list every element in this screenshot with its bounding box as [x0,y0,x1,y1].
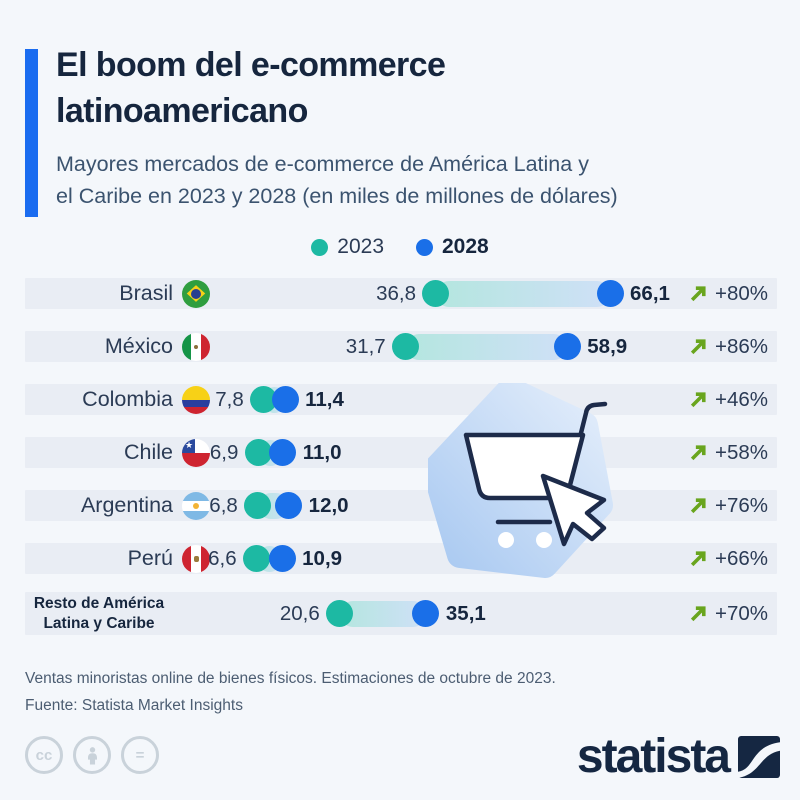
argentina-flag-icon [182,491,210,520]
shopping-cart-cursor-illustration [428,383,613,578]
cc-license-icon[interactable]: cc [25,736,63,774]
chart-row-colombia: Colombia 7,8 11,4 +46% [0,384,800,415]
dot-2023 [392,333,420,360]
colombia-flag-icon [182,385,210,414]
growth-label: +76% [714,493,768,517]
value-2023: 31,7 [345,334,386,358]
dot-2023 [244,492,272,519]
growth-arrow-icon [690,445,706,461]
mouse-cursor-icon [540,473,607,547]
connector [405,333,568,360]
legend-item-2023: 2023 [311,235,384,259]
legend-dot-2023-icon [311,238,329,256]
peru-flag-icon [182,544,210,573]
dot-2023 [422,280,450,307]
country-label: Perú [127,546,173,570]
statista-logo[interactable]: statista [577,733,780,781]
subtitle-line-2: el Caribe en 2023 y 2028 (en miles de mi… [56,184,618,209]
country-label: Brasil [119,281,173,305]
country-label: Argentina [80,493,173,517]
growth-label: +86% [714,334,768,358]
cart-handle [577,401,608,440]
legend-dot-2028-icon [416,238,433,256]
country-label: Chile [124,440,173,464]
dot-2023 [243,545,271,572]
chart-row-brasil: Brasil 36,8 66,1 +80% [0,278,800,309]
legend-label-2028: 2028 [442,235,489,258]
dot-2028 [596,280,624,307]
country-label: México [104,334,173,358]
growth-label: +58% [714,440,768,464]
growth-arrow-icon [690,286,706,302]
footnote-text: Ventas minoristas online de bienes físic… [25,670,556,687]
chart-row-mexico: México 31,7 58,9 +86% [0,331,800,362]
growth-arrow-icon [690,498,706,514]
growth-arrow-icon [690,551,706,567]
value-2028: 35,1 [445,601,486,625]
chile-flag-icon [182,438,210,467]
connector [339,600,426,627]
chart-row-chile: Chile 6,9 11,0 +58% [0,437,800,468]
dot-2028 [268,545,296,572]
country-label: Colombia [82,387,173,411]
row-band [25,278,777,309]
cc-attribution-icon[interactable] [73,736,111,774]
chart-row-resto-america-latina: Resto de América Latina y Caribe 20,6 35… [0,592,800,635]
value-2028: 10,9 [302,546,343,570]
growth-label: +80% [714,281,768,305]
country-label: Resto de América Latina y Caribe [33,595,165,632]
cc-no-derivatives-icon[interactable]: = [121,736,159,774]
growth-arrow-icon [690,392,706,408]
growth-label: +66% [714,546,768,570]
row-band [25,384,777,415]
value-2023: 7,8 [215,387,244,411]
dot-2028 [553,333,581,360]
row-band [25,437,777,468]
title-line-2: latinoamericano [56,92,308,131]
statista-wordmark: statista [576,730,731,783]
value-2028: 66,1 [630,281,670,305]
value-2028: 12,0 [308,493,349,517]
brazil-flag-icon [182,279,210,308]
page-title: El boom del e-commerce latinoamericano [56,42,446,134]
legend-item-2028: 2028 [416,235,489,259]
title-line-1: El boom del e-commerce [56,46,446,84]
creative-commons-badges[interactable]: cc = [25,736,159,774]
dot-2028 [269,439,297,466]
subtitle-line-1: Mayores mercados de e-commerce de Améric… [56,152,589,176]
dot-2023 [244,439,272,466]
dot-2028 [271,386,299,413]
dot-2023 [326,600,354,627]
growth-label: +46% [714,387,768,411]
value-2023: 6,8 [209,493,238,517]
legend-label-2023: 2023 [337,235,384,258]
dot-2028 [275,492,303,519]
value-2023: 6,9 [209,440,239,464]
cart-wheel-right [536,532,552,548]
growth-arrow-icon [690,606,706,622]
chart-legend: 2023 2028 [0,235,800,259]
value-2028: 11,0 [302,440,342,464]
connector [435,280,611,307]
title-accent-bar [25,49,38,217]
statista-logo-icon [738,736,780,778]
growth-label: +70% [714,601,768,625]
footer-notes: Ventas minoristas online de bienes físic… [25,665,556,719]
value-2028: 11,4 [305,387,344,411]
growth-arrow-icon [690,339,706,355]
dot-2028 [412,600,440,627]
page-subtitle: Mayores mercados de e-commerce de Améric… [56,148,618,213]
value-2023: 36,8 [376,281,416,305]
source-text: Fuente: Statista Market Insights [25,697,243,715]
value-2028: 58,9 [587,334,628,358]
cart-wheel-left [498,532,514,548]
mexico-flag-icon [182,332,210,361]
value-2023: 6,6 [208,546,237,570]
value-2023: 20,6 [279,601,320,625]
row-band [25,543,777,574]
chart-row-peru: Perú 6,6 10,9 +66% [0,543,800,574]
row-band [25,490,777,521]
chart-row-argentina: Argentina 6,8 12,0 +76% [0,490,800,521]
